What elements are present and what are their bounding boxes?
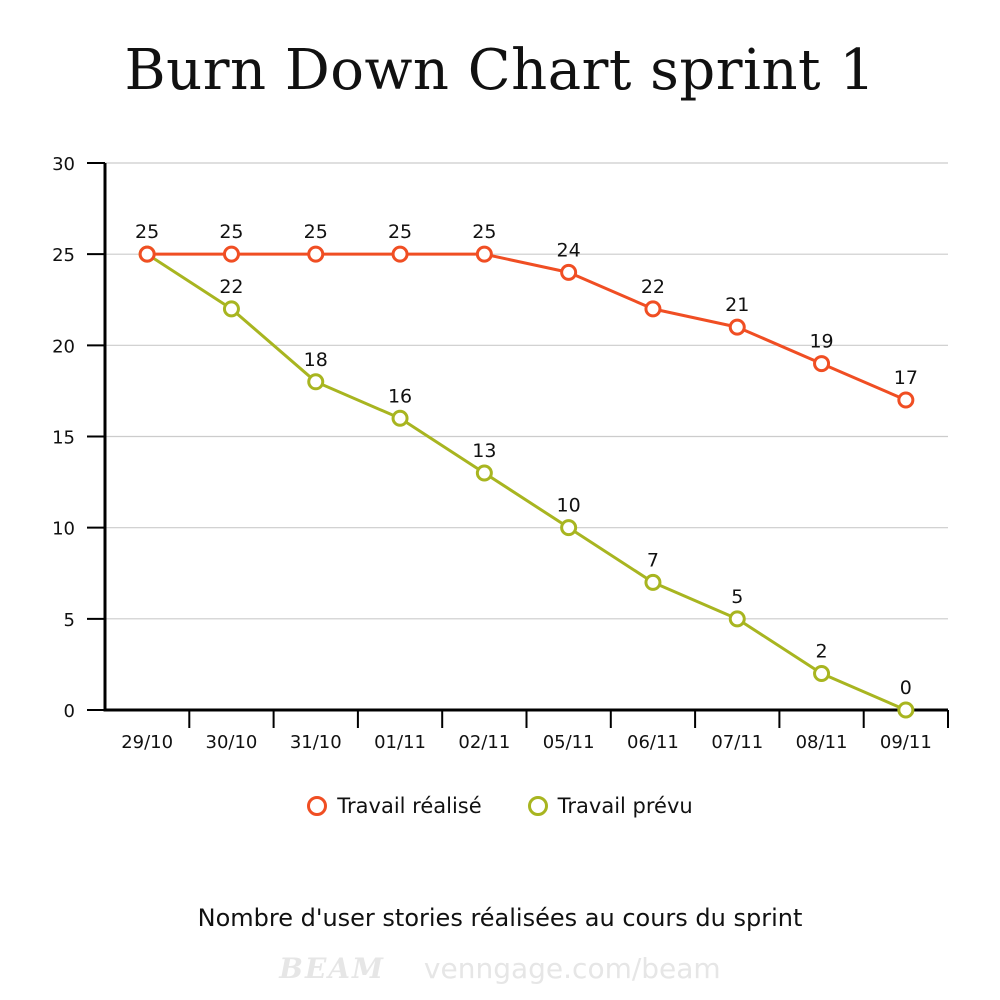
data-point xyxy=(475,245,493,263)
y-tick-label: 5 xyxy=(64,610,75,631)
data-label: 24 xyxy=(557,239,581,261)
data-point xyxy=(222,245,240,263)
data-label: 16 xyxy=(388,385,412,407)
x-tick-label: 08/11 xyxy=(796,732,848,753)
x-tick-label: 31/10 xyxy=(290,732,342,753)
data-point xyxy=(307,373,325,391)
legend-item-travail-realise: Travail réalisé xyxy=(307,794,482,818)
data-label: 25 xyxy=(388,221,412,243)
data-label: 21 xyxy=(725,294,749,316)
data-point xyxy=(391,245,409,263)
data-point xyxy=(644,573,662,591)
x-tick-label: 05/11 xyxy=(543,732,595,753)
data-label: 0 xyxy=(900,677,912,699)
legend-marker-icon xyxy=(527,796,548,816)
data-label: 17 xyxy=(894,367,918,389)
data-point xyxy=(728,610,746,628)
data-point xyxy=(475,464,493,482)
x-tick-label: 01/11 xyxy=(374,732,426,753)
data-point xyxy=(138,245,156,263)
data-label: 2 xyxy=(816,641,828,663)
data-point xyxy=(391,409,409,427)
data-point xyxy=(728,318,746,336)
data-label: 7 xyxy=(647,549,659,571)
watermark-url: venngage.com/beam xyxy=(423,952,721,985)
grid-lines xyxy=(105,162,948,620)
legend: Travail réalisé Travail prévu xyxy=(0,794,1000,818)
data-label: 13 xyxy=(472,440,496,462)
x-tick-label: 09/11 xyxy=(880,732,932,753)
y-tick-label: 20 xyxy=(52,336,75,357)
watermark-brand-logo: BEAM xyxy=(279,952,386,985)
data-point xyxy=(644,300,662,318)
legend-item-travail-prevu: Travail prévu xyxy=(527,794,693,818)
y-tick-label: 25 xyxy=(52,245,75,266)
data-point xyxy=(813,355,831,373)
legend-label: Travail réalisé xyxy=(337,794,482,818)
y-tick-label: 15 xyxy=(52,428,75,449)
data-labels: 25 25 25 25 25 24 22 21 19 17 22 18 16 13 10 7 5 2 0 xyxy=(135,221,918,699)
data-label: 5 xyxy=(731,586,743,608)
watermark: BEAM venngage.com/beam xyxy=(0,952,1000,985)
data-point xyxy=(560,263,578,281)
data-point xyxy=(813,665,831,683)
chart-title: Burn Down Chart sprint 1 xyxy=(124,38,876,103)
data-point xyxy=(222,300,240,318)
data-label: 22 xyxy=(641,276,665,298)
data-label: 22 xyxy=(219,276,243,298)
data-label: 25 xyxy=(472,221,496,243)
series-line xyxy=(147,252,907,402)
series-line xyxy=(146,252,907,712)
data-point xyxy=(307,245,325,263)
data-label: 19 xyxy=(809,331,833,353)
x-tick-label: 29/10 xyxy=(121,732,173,753)
data-point xyxy=(897,701,915,719)
x-tick-label: 30/10 xyxy=(206,732,258,753)
x-tick-label: 07/11 xyxy=(711,732,763,753)
legend-marker-icon xyxy=(307,796,328,816)
x-tick-label: 06/11 xyxy=(627,732,679,753)
x-tick-label: 02/11 xyxy=(458,732,510,753)
data-point xyxy=(897,391,915,409)
data-point xyxy=(560,519,578,537)
data-label: 25 xyxy=(219,221,243,243)
chart-subtitle: Nombre d'user stories réalisées au cours… xyxy=(197,904,803,932)
y-tick-label: 30 xyxy=(52,154,75,175)
legend-label: Travail prévu xyxy=(557,794,693,818)
y-tick-label: 10 xyxy=(52,519,75,540)
y-tick-label: 0 xyxy=(64,701,75,722)
data-label: 25 xyxy=(304,221,328,243)
series-lines xyxy=(138,245,915,719)
data-label: 25 xyxy=(135,221,159,243)
data-label: 18 xyxy=(304,349,328,371)
data-label: 10 xyxy=(557,495,581,517)
